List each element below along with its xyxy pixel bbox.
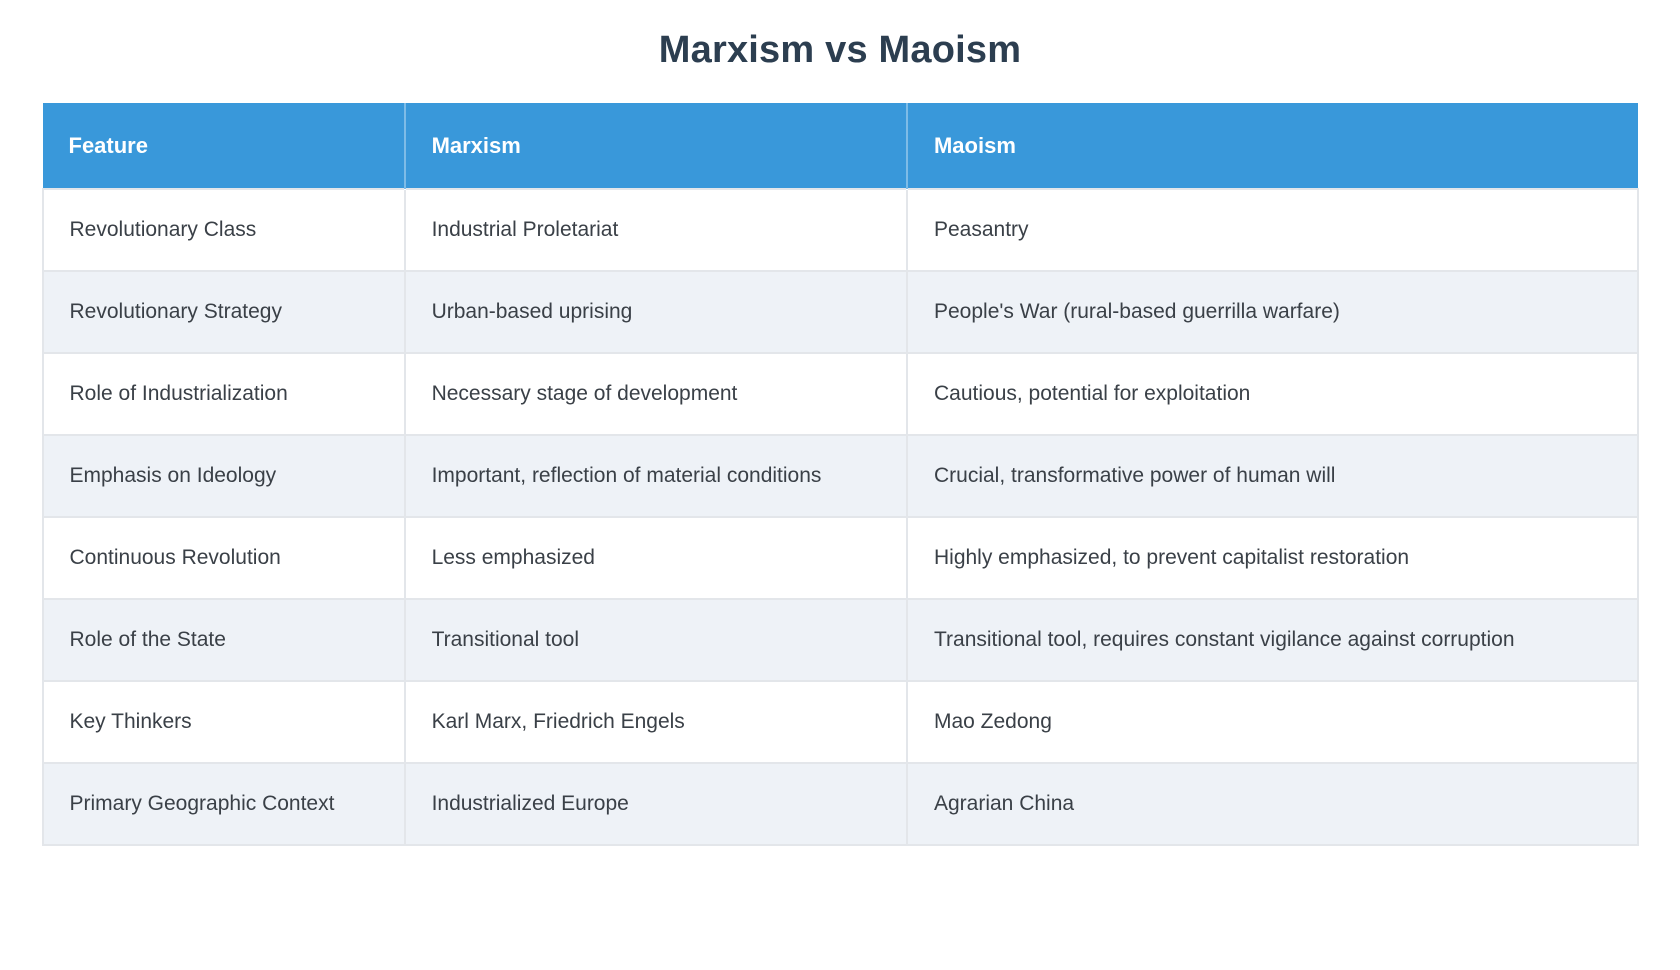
maoism-cell: Cautious, potential for exploitation [905, 352, 1639, 436]
table-row: Role of Industrialization Necessary stag… [41, 352, 1639, 436]
feature-cell: Revolutionary Strategy [41, 270, 406, 354]
maoism-cell: Peasantry [905, 188, 1639, 272]
table-body: Revolutionary Class Industrial Proletari… [41, 188, 1639, 846]
marxism-cell: Karl Marx, Friedrich Engels [403, 680, 908, 764]
table-row: Revolutionary Strategy Urban-based upris… [41, 270, 1639, 354]
marxism-cell: Transitional tool [403, 598, 908, 682]
header-row: Feature Marxism Maoism [42, 103, 1638, 189]
marxism-cell: Less emphasized [403, 516, 908, 600]
feature-cell: Key Thinkers [41, 680, 406, 764]
maoism-cell: Mao Zedong [905, 680, 1639, 764]
maoism-cell: Crucial, transformative power of human w… [905, 434, 1639, 518]
column-header-maoism: Maoism [905, 103, 1638, 189]
feature-cell: Continuous Revolution [41, 516, 406, 600]
table-row: Key Thinkers Karl Marx, Friedrich Engels… [41, 680, 1639, 764]
feature-cell: Role of the State [41, 598, 406, 682]
marxism-cell: Important, reflection of material condit… [403, 434, 908, 518]
table-row: Primary Geographic Context Industrialize… [41, 762, 1639, 846]
table-row: Revolutionary Class Industrial Proletari… [41, 188, 1639, 272]
feature-cell: Revolutionary Class [41, 188, 406, 272]
feature-cell: Emphasis on Ideology [41, 434, 406, 518]
marxism-cell: Industrialized Europe [403, 762, 908, 846]
maoism-cell: Agrarian China [905, 762, 1639, 846]
column-header-marxism: Marxism [403, 103, 907, 189]
maoism-cell: Transitional tool, requires constant vig… [905, 598, 1639, 682]
maoism-cell: People's War (rural-based guerrilla warf… [905, 270, 1639, 354]
marxism-cell: Industrial Proletariat [403, 188, 908, 272]
table-row: Continuous Revolution Less emphasized Hi… [41, 516, 1639, 600]
table-header: Feature Marxism Maoism [42, 103, 1638, 189]
feature-cell: Role of Industrialization [41, 352, 406, 436]
table-row: Emphasis on Ideology Important, reflecti… [41, 434, 1639, 518]
feature-cell: Primary Geographic Context [41, 762, 406, 846]
maoism-cell: Highly emphasized, to prevent capitalist… [905, 516, 1639, 600]
table-row: Role of the State Transitional tool Tran… [41, 598, 1639, 682]
comparison-table: Feature Marxism Maoism Revolutionary Cla… [41, 103, 1639, 846]
page-title: Marxism vs Maoism [658, 29, 1022, 71]
marxism-cell: Necessary stage of development [403, 352, 908, 436]
column-header-feature: Feature [42, 103, 405, 189]
marxism-cell: Urban-based uprising [403, 270, 908, 354]
